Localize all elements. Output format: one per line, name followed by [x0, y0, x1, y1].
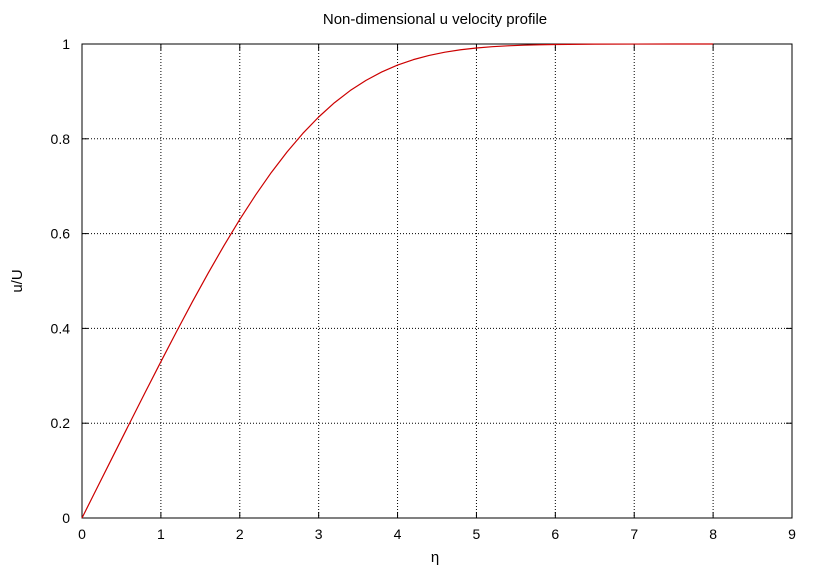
velocity-profile-line [81, 43, 714, 519]
x-tick-label: 7 [630, 526, 638, 542]
y-axis-title: u/U [9, 269, 26, 292]
x-tick-label: 4 [394, 526, 402, 542]
x-tick-label: 6 [551, 526, 559, 542]
y-tick-label: 0.8 [51, 131, 71, 147]
x-tick-label: 0 [78, 526, 86, 542]
x-tick-label: 3 [315, 526, 323, 542]
x-tick-label: 9 [788, 526, 796, 542]
y-tick-label: 0.4 [51, 320, 71, 336]
x-tick-label: 2 [236, 526, 244, 542]
chart-title: Non-dimensional u velocity profile [323, 11, 547, 28]
x-tick-label: 5 [473, 526, 481, 542]
x-axis-title: η [431, 549, 439, 566]
axis-ticks: 0 1 2 3 4 5 6 7 8 9 0 0.2 0.4 0.6 0.8 1 [51, 36, 797, 542]
x-tick-label: 8 [709, 526, 717, 542]
y-tick-label: 0 [62, 510, 70, 526]
y-tick-label: 1 [62, 36, 70, 52]
x-tick-label: 1 [157, 526, 165, 542]
grid [82, 44, 792, 518]
series-layer [81, 43, 714, 519]
y-tick-label: 0.2 [51, 415, 71, 431]
plot-frame [81, 43, 793, 519]
y-tick-label: 0.6 [51, 226, 71, 242]
